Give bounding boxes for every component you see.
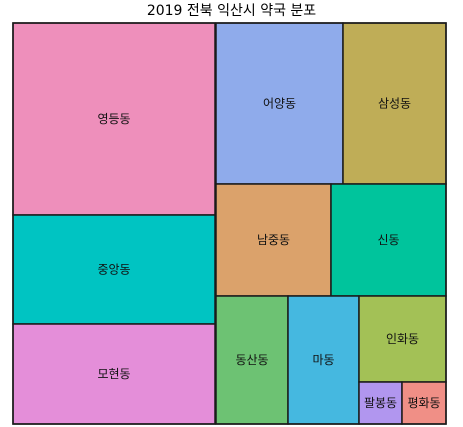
treemap-tile-12	[401, 381, 447, 425]
treemap-tile-7	[12, 323, 216, 425]
treemap-tile-label: 팔봉동	[364, 396, 397, 410]
treemap-tile-label: 인화동	[386, 332, 419, 346]
treemap-tile-9	[287, 295, 360, 425]
treemap-tile-label: 신동	[377, 233, 399, 247]
treemap-tile-label: 평화동	[407, 396, 440, 410]
treemap-tile-label: 삼성동	[378, 97, 411, 111]
treemap-tile-label: 어양동	[263, 97, 296, 111]
treemap-tile-1	[12, 22, 216, 216]
treemap-tile-label: 남중동	[257, 233, 290, 247]
treemap-tile-label: 중앙동	[97, 263, 130, 277]
treemap-tile-label: 영등동	[97, 112, 130, 126]
treemap-tile-label: 마동	[312, 353, 334, 367]
treemap-tile-label: 모현동	[97, 367, 130, 381]
plot-border	[12, 22, 447, 425]
chart-title: 2019 전북 익산시 약국 분포	[146, 3, 317, 19]
treemap-tile-label: 동산동	[235, 353, 268, 367]
treemap-tile-10	[358, 295, 447, 383]
treemap-tile-8	[215, 295, 289, 425]
